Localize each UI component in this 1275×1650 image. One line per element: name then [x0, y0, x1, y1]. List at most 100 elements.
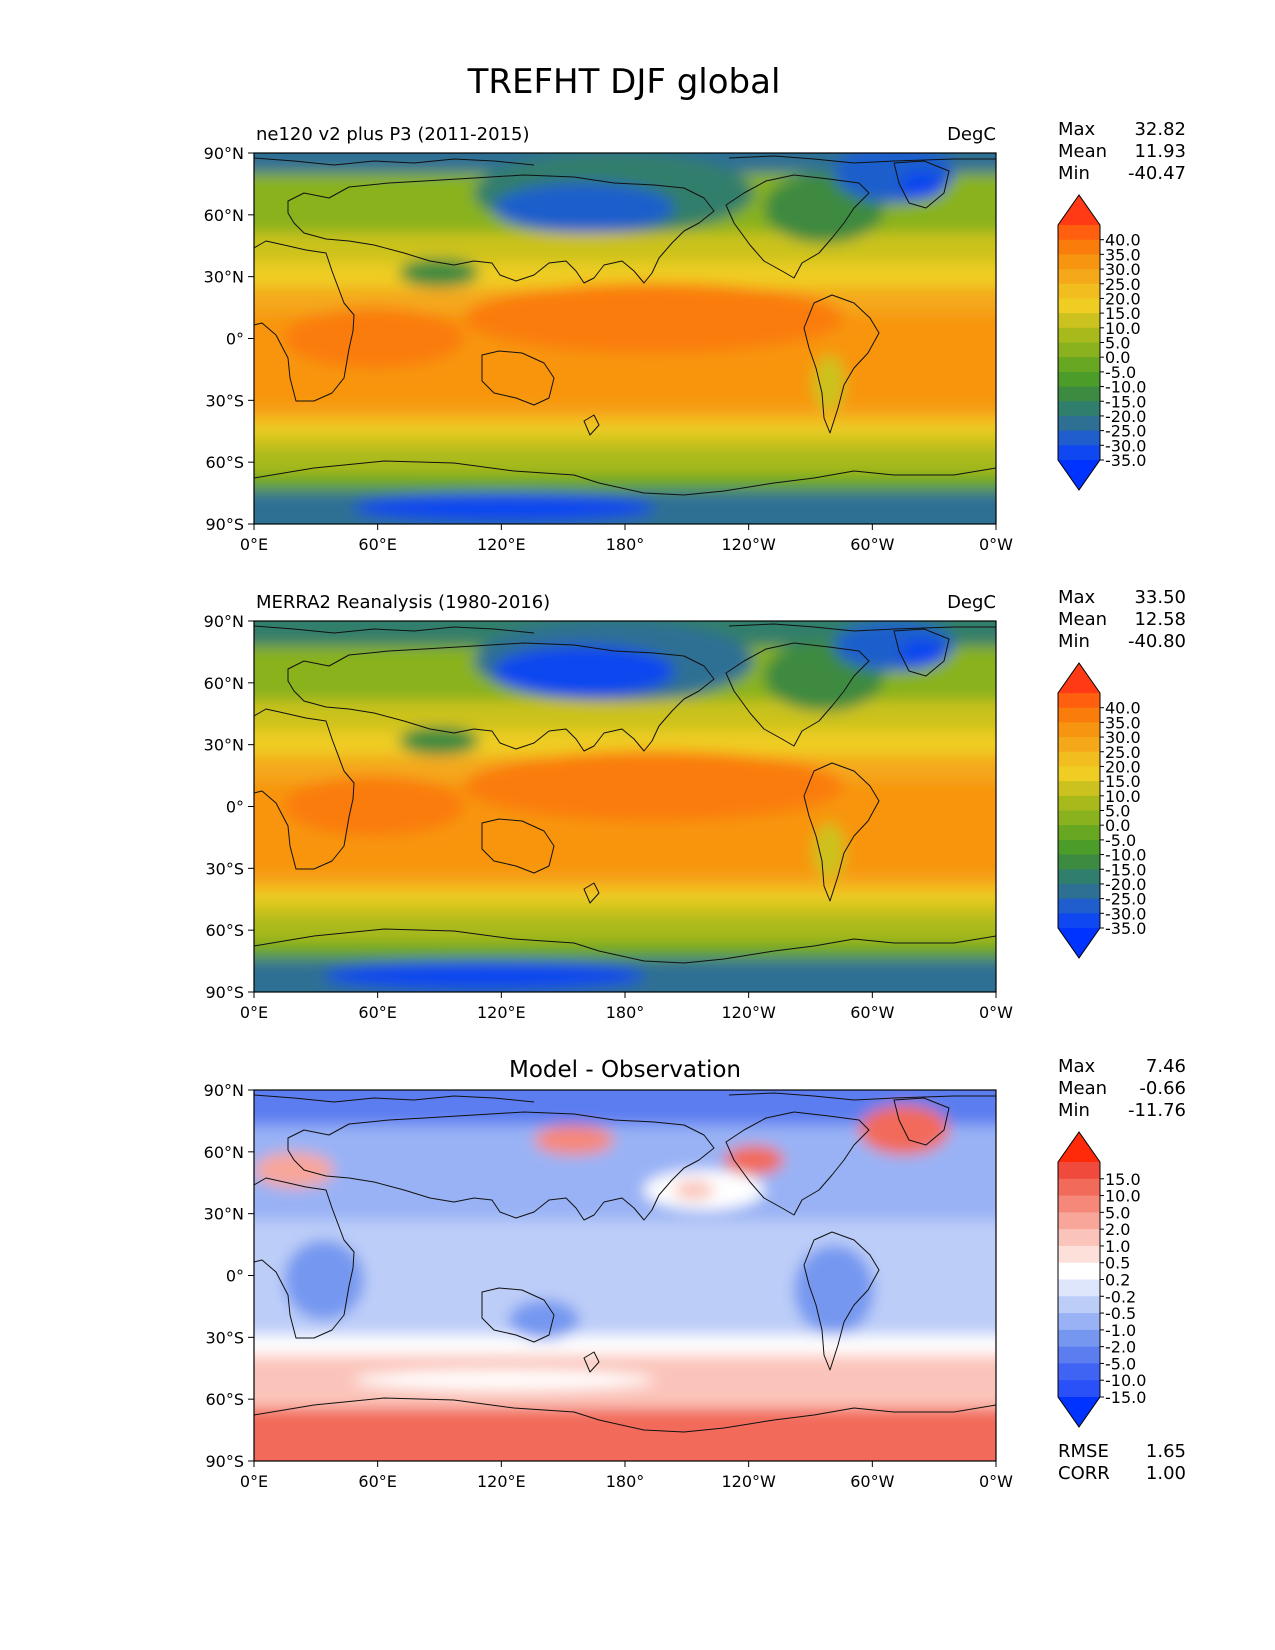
- colorbar-swatch: [1058, 269, 1100, 285]
- colorbar-tick-label: -35.0: [1105, 451, 1146, 470]
- colorbar-tick-label: 35.0: [1105, 245, 1141, 264]
- lon-tick-label: 60°W: [850, 1472, 894, 1491]
- lat-tick-label: 60°N: [204, 206, 244, 225]
- colorbar-swatch: [1058, 1279, 1100, 1297]
- colorbar-swatch: [1058, 401, 1100, 417]
- colorbar-swatch: [1058, 1229, 1100, 1247]
- axis-ticks: 90°N 60°N 30°N 0° 30°S 60°S 90°S0°E 60°E 120°E 18…: [204, 144, 1014, 554]
- axis-ticks: 90°N 60°N 30°N 0° 30°S 60°S 90°S0°E 60°E 120°E 18…: [204, 1081, 1014, 1491]
- colorbar-swatch: [1058, 839, 1100, 856]
- lon-tick-label: 120°W: [721, 1003, 776, 1022]
- stats-panel-2: Max 33.50 Mean 12.58 Min -40.80: [1058, 587, 1186, 652]
- panel-left-title: MERRA2 Reanalysis (1980-2016): [256, 592, 550, 613]
- map-field: [254, 621, 996, 992]
- colorbar-tick-label: 1.0: [1105, 1237, 1130, 1256]
- colorbar-tick-label: 5.0: [1105, 802, 1130, 821]
- colorbar-tick-label: 10.0: [1105, 787, 1141, 806]
- colorbar-tick-label: -25.0: [1105, 890, 1146, 909]
- coastlines: [254, 623, 996, 964]
- lon-tick-label: 0°E: [240, 1003, 268, 1022]
- stat-min-label: Min: [1058, 163, 1090, 184]
- colorbar-tick-label: -1.0: [1105, 1321, 1136, 1340]
- colorbar-tick-label: -2.0: [1105, 1338, 1136, 1357]
- lon-tick-label: 180°: [606, 535, 645, 554]
- colorbar-tick-label: -15.0: [1105, 1388, 1146, 1407]
- panel-difference: Model - Observation: [204, 1057, 1014, 1491]
- stat-corr-value: 1.00: [1146, 1463, 1186, 1484]
- lon-tick-label: 0°W: [979, 1472, 1013, 1491]
- stat-mean-label: Mean: [1058, 141, 1107, 162]
- colorbar-swatch: [1058, 722, 1100, 738]
- colorbar-tick-label: -10.0: [1105, 1371, 1146, 1390]
- colorbar-tick-label: -30.0: [1105, 904, 1146, 923]
- colorbar-tick-label: 2.0: [1105, 1220, 1130, 1239]
- colorbar-swatch: [1058, 707, 1100, 723]
- stat-rmse-value: 1.65: [1146, 1441, 1186, 1462]
- colorbar-swatch: [1058, 1346, 1100, 1365]
- lat-tick-label: 30°N: [204, 268, 244, 287]
- stat-min-value: -40.47: [1128, 163, 1186, 184]
- colorbar-tick-label: 30.0: [1105, 260, 1141, 279]
- stat-max-value: 7.46: [1146, 1056, 1186, 1077]
- stat-corr-label: CORR: [1058, 1463, 1110, 1484]
- colorbar-tick-label: 40.0: [1105, 699, 1141, 718]
- colorbar-extend-max: [1058, 663, 1100, 693]
- lon-tick-label: 180°: [606, 1003, 645, 1022]
- lon-tick-label: 120°E: [477, 1472, 526, 1491]
- colorbar-extend-min: [1058, 928, 1100, 958]
- lon-tick-label: 120°E: [477, 1003, 526, 1022]
- colorbar-swatch: [1058, 781, 1100, 797]
- colorbar-tick-label: -25.0: [1105, 422, 1146, 441]
- colorbar-tick-label: 15.0: [1105, 1170, 1141, 1189]
- colorbar-swatch: [1058, 239, 1100, 255]
- lat-tick-label: 0°: [226, 798, 244, 817]
- lon-tick-label: 0°W: [979, 1003, 1013, 1022]
- colorbar-tick-label: 0.0: [1105, 348, 1130, 367]
- colorbar-swatch: [1058, 1212, 1100, 1230]
- lon-tick-label: 60°E: [358, 1003, 396, 1022]
- panel-model: ne120 v2 plus P3 (2011-2015) DegC: [204, 124, 1014, 554]
- lon-tick-label: 60°W: [850, 1003, 894, 1022]
- colorbar-swatch: [1058, 883, 1100, 900]
- stat-min-value: -40.80: [1128, 631, 1186, 652]
- colorbar-tick-label: 5.0: [1105, 334, 1130, 353]
- colorbar-swatch: [1058, 898, 1100, 914]
- stat-min-value: -11.76: [1128, 1100, 1186, 1121]
- colorbar-swatch: [1058, 342, 1100, 358]
- lat-tick-label: 90°N: [204, 612, 244, 631]
- lat-tick-label: 60°S: [205, 1390, 244, 1409]
- colorbar-swatch: [1058, 386, 1100, 402]
- colorbar-extend-max: [1058, 1132, 1100, 1162]
- stats-panel-3: Max 7.46 Mean -0.66 Min -11.76: [1058, 1056, 1186, 1121]
- lon-tick-label: 180°: [606, 1472, 645, 1491]
- lon-tick-label: 120°E: [477, 535, 526, 554]
- lon-tick-label: 120°W: [721, 1472, 776, 1491]
- lat-tick-label: 90°N: [204, 144, 244, 163]
- stat-max-value: 33.50: [1134, 587, 1186, 608]
- lon-tick-label: 120°W: [721, 535, 776, 554]
- map-field: [254, 1090, 996, 1461]
- colorbar-swatch: [1058, 869, 1100, 885]
- colorbar-tick-label: -15.0: [1105, 392, 1146, 411]
- lon-tick-label: 60°E: [358, 1472, 396, 1491]
- coastlines: [254, 155, 996, 496]
- lat-tick-label: 90°N: [204, 1081, 244, 1100]
- panel-left-title: ne120 v2 plus P3 (2011-2015): [256, 124, 530, 145]
- colorbar-tick-label: 0.5: [1105, 1254, 1130, 1273]
- colorbar-swatch: [1058, 913, 1100, 929]
- lon-tick-label: 60°W: [850, 535, 894, 554]
- colorbar-3: 15.010.05.02.01.00.50.2-0.2-0.5-1.0-2.0-…: [1057, 1131, 1146, 1428]
- colorbar-tick-label: 20.0: [1105, 289, 1141, 308]
- colorbar-swatch: [1058, 283, 1100, 300]
- colorbar-swatch: [1058, 1380, 1100, 1398]
- lat-tick-label: 60°S: [205, 921, 244, 940]
- colorbar-tick-label: 15.0: [1105, 772, 1141, 791]
- colorbar-swatch: [1058, 1363, 1100, 1381]
- lat-tick-label: 30°N: [204, 736, 244, 755]
- colorbar-swatch: [1058, 1296, 1100, 1314]
- stat-mean-label: Mean: [1058, 609, 1107, 630]
- lat-tick-label: 30°S: [205, 391, 244, 410]
- lat-tick-label: 60°N: [204, 1143, 244, 1162]
- colorbar-swatch: [1058, 825, 1100, 841]
- colorbar-swatch: [1058, 313, 1100, 329]
